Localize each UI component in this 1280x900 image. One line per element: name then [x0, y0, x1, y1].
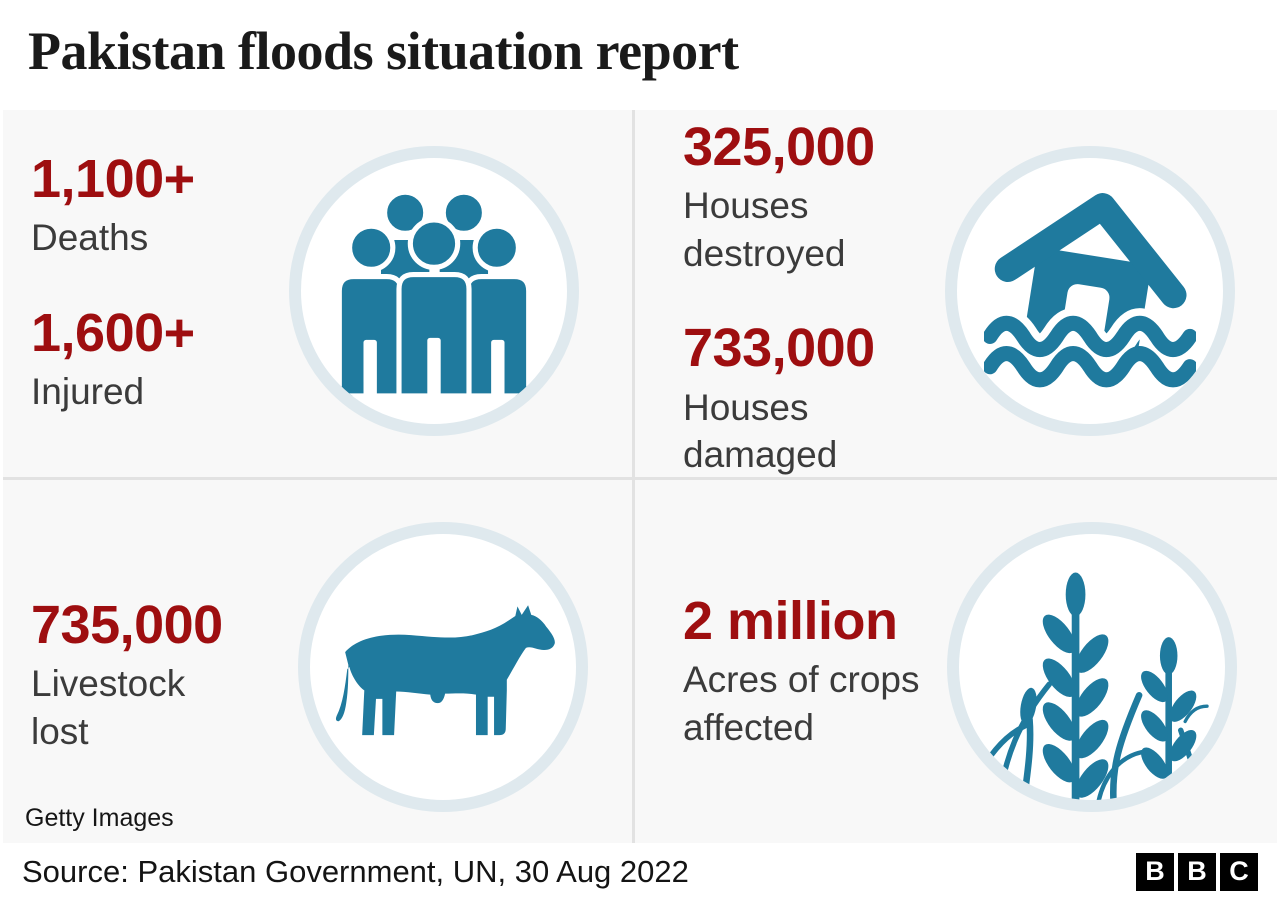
stat-label: Injured — [31, 371, 145, 413]
stat-label: Deaths — [31, 217, 149, 259]
wheat-shapes — [978, 572, 1209, 800]
stat-houses-damaged: 733,000 Houses damaged — [683, 318, 923, 477]
stat-column: 735,000 Livestock lost — [31, 595, 231, 755]
stat-livestock-lost: 735,000 Livestock lost — [31, 595, 231, 755]
stat-card-houses: 325,000 Houses destroyed 733,000 Houses … — [635, 110, 1277, 477]
bbc-logo-block: C — [1220, 852, 1258, 891]
cow-silhouette — [335, 605, 555, 736]
stat-value: 1,100+ — [31, 149, 195, 209]
stat-grid: 1,100+ Deaths 1,600+ Injured — [3, 110, 1277, 843]
stat-deaths: 1,100+ Deaths — [31, 149, 195, 262]
stat-column: 325,000 Houses destroyed 733,000 Houses … — [683, 117, 923, 477]
bbc-logo-block: B — [1178, 852, 1216, 891]
stat-card-livestock: 735,000 Livestock lost Getty Images — [3, 480, 632, 843]
stat-injured: 1,600+ Injured — [31, 302, 195, 416]
bbc-logo: B B C — [1136, 852, 1258, 891]
flooded-house-shapes — [984, 193, 1196, 388]
stat-value: 2 million — [683, 591, 898, 651]
stat-column: 1,100+ Deaths 1,600+ Injured — [31, 149, 195, 416]
people-group-icon — [341, 189, 527, 396]
flooded-house-icon — [984, 193, 1196, 388]
stat-card-casualties: 1,100+ Deaths 1,600+ Injured — [3, 110, 632, 477]
footer: Source: Pakistan Government, UN, 30 Aug … — [0, 843, 1280, 900]
image-credit: Getty Images — [25, 804, 174, 832]
stat-value: 1,600+ — [31, 302, 195, 363]
people-group-shapes — [341, 189, 527, 396]
stat-value: 733,000 — [683, 318, 875, 379]
icon-circle — [298, 522, 588, 812]
icon-circle — [945, 146, 1235, 436]
stat-houses-destroyed: 325,000 Houses destroyed — [683, 117, 923, 277]
stat-label: Livestock lost — [31, 663, 186, 752]
stat-crops-affected: 2 million Acres of crops affected — [683, 591, 963, 751]
stat-label: Houses destroyed — [683, 185, 846, 274]
stat-value: 735,000 — [31, 595, 223, 655]
icon-circle — [289, 146, 579, 436]
source-text: Source: Pakistan Government, UN, 30 Aug … — [22, 853, 689, 889]
cow-icon — [335, 605, 555, 736]
page-title: Pakistan floods situation report — [28, 21, 739, 81]
icon-circle — [947, 522, 1237, 812]
stat-label: Houses damaged — [683, 386, 838, 475]
bbc-logo-block: B — [1136, 852, 1174, 891]
stat-card-crops: 2 million Acres of crops affected — [635, 480, 1277, 843]
header: Pakistan floods situation report — [0, 0, 1280, 110]
wheat-crops-icon — [978, 572, 1209, 800]
stat-value: 325,000 — [683, 117, 875, 177]
stat-column: 2 million Acres of crops affected — [683, 591, 963, 751]
stat-label: Acres of crops affected — [683, 659, 920, 748]
